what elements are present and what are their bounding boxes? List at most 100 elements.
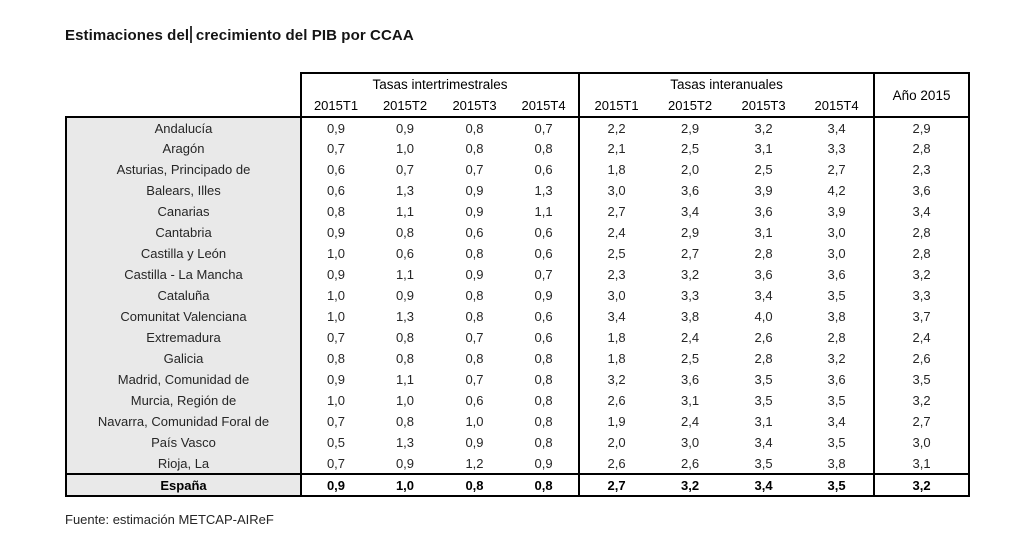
quarter-header-yoy-t4: 2015T4 — [800, 95, 876, 118]
qoq-value-cell: 0,9 — [395, 288, 415, 303]
qoq-value-cell: 0,8 — [465, 288, 484, 303]
year-header: Año 2015 — [873, 72, 971, 118]
yoy-value-cell: 3,8 — [800, 453, 876, 474]
region-name-cell: Balears, Illes — [65, 180, 302, 201]
quarter-header-yoy-t3: 2015T3 — [727, 95, 801, 118]
yoy-value-cell: 3,5 — [754, 393, 773, 408]
yoy-value-cell: 2,3 — [607, 267, 626, 282]
yoy-value-cell: 2,0 — [607, 435, 626, 450]
yoy-value-cell: 3,5 — [800, 390, 876, 411]
qoq-value-cell: 1,0 — [326, 309, 346, 324]
region-name-cell: Extremadura — [65, 327, 302, 348]
qoq-value-cell: 0,8 — [509, 138, 581, 159]
yoy-value-cell: 3,9 — [800, 201, 876, 222]
qoq-value-cell: 1,1 — [509, 201, 581, 222]
qoq-value-cell: 0,8 — [395, 330, 415, 345]
qoq-value-cell: 0,6 — [326, 162, 346, 177]
quarter-header-qoq-t3: 2015T3 — [440, 95, 509, 118]
qoq-value-cell: 0,7 — [326, 330, 346, 345]
qoq-value-cell: 0,5 — [326, 435, 346, 450]
table-row: Murcia, Región de 1,0 1,0 0,6 0,8 2,6 3,1 3,5 3,… — [65, 390, 971, 411]
yoy-value-cell: 3,5 — [754, 372, 773, 387]
table-body: Andalucía 0,9 0,9 0,8 0,7 2,2 2,9 3,2 3,4 2,9 Arag… — [65, 116, 971, 497]
region-name-cell: Galicia — [65, 348, 302, 369]
qoq-value-cell: 0,6 — [509, 327, 581, 348]
year-value-cell: 3,2 — [874, 390, 971, 411]
qoq-value-cell: 0,9 — [395, 455, 415, 471]
region-name-cell: Castilla - La Mancha — [65, 264, 302, 285]
yoy-value-cell: 2,8 — [754, 351, 773, 366]
quarter-header-row: 2015T1 2015T2 2015T3 2015T4 2015T1 2015T… — [66, 95, 969, 118]
qoq-value-cell: 0,9 — [326, 225, 346, 240]
gdp-table: Tasas intertrimestrales Tasas interanual… — [65, 72, 971, 497]
year-value-cell: 2,8 — [874, 243, 971, 264]
yoy-value-cell: 2,7 — [607, 204, 626, 219]
yoy-value-cell: 4,2 — [800, 180, 876, 201]
header-empty-cell — [66, 95, 301, 117]
yoy-value-cell: 1,9 — [607, 414, 626, 429]
yoy-value-cell: 2,9 — [681, 225, 700, 240]
quarter-header-yoy-t2: 2015T2 — [653, 95, 728, 118]
yoy-value-cell: 3,1 — [754, 225, 773, 240]
year-value-cell: 2,4 — [874, 327, 971, 348]
yoy-value-cell: 3,6 — [754, 204, 773, 219]
qoq-value-cell: 0,8 — [440, 116, 509, 138]
qoq-value-cell: 0,8 — [395, 351, 415, 366]
group-header-interanuales: Tasas interanuales — [579, 72, 876, 95]
yoy-value-cell: 2,6 — [607, 455, 626, 471]
qoq-value-cell: 1,0 — [326, 288, 346, 303]
qoq-value-cell: 0,9 — [301, 473, 370, 497]
yoy-value-cell: 2,7 — [681, 246, 700, 261]
qoq-value-cell: 0,6 — [465, 393, 484, 408]
qoq-value-cell: 0,6 — [326, 183, 346, 198]
yoy-value-cell: 3,4 — [727, 473, 801, 497]
qoq-value-cell: 0,8 — [465, 351, 484, 366]
qoq-value-cell: 1,2 — [465, 455, 484, 471]
region-name-cell: Cataluña — [65, 285, 302, 306]
region-name-cell: Andalucía — [65, 116, 302, 138]
yoy-value-cell: 2,5 — [607, 246, 626, 261]
yoy-value-cell: 3,6 — [681, 183, 700, 198]
qoq-value-cell: 0,6 — [509, 306, 581, 327]
yoy-value-cell: 3,6 — [800, 264, 876, 285]
yoy-value-cell: 3,5 — [754, 455, 773, 471]
source-note: Fuente: estimación METCAP-AIReF — [65, 512, 274, 527]
qoq-value-cell: 1,3 — [509, 180, 581, 201]
yoy-value-cell: 3,0 — [800, 243, 876, 264]
qoq-value-cell: 0,9 — [370, 116, 440, 138]
qoq-value-cell: 0,7 — [326, 455, 346, 471]
yoy-value-cell: 3,2 — [681, 267, 700, 282]
yoy-value-cell: 3,6 — [800, 369, 876, 390]
yoy-value-cell: 3,0 — [607, 183, 626, 198]
yoy-value-cell: 2,5 — [754, 162, 773, 177]
yoy-value-cell: 2,8 — [800, 327, 876, 348]
qoq-value-cell: 0,8 — [465, 309, 484, 324]
header-empty-cell — [66, 73, 301, 95]
qoq-value-cell: 0,6 — [395, 246, 415, 261]
group-header-intertrimestrales: Tasas intertrimestrales — [299, 72, 581, 95]
yoy-value-cell: 3,6 — [754, 267, 773, 282]
qoq-value-cell: 0,8 — [465, 141, 484, 156]
qoq-value-cell: 0,7 — [465, 162, 484, 177]
yoy-value-cell: 2,6 — [607, 393, 626, 408]
year-value-cell: 3,7 — [874, 306, 971, 327]
table-row: Cataluña 1,0 0,9 0,8 0,9 3,0 3,3 3,4 3,5 3,3 — [65, 285, 971, 306]
year-value-cell: 2,7 — [874, 411, 971, 432]
yoy-value-cell: 3,5 — [800, 432, 876, 453]
qoq-value-cell: 1,3 — [395, 435, 415, 450]
yoy-value-cell: 3,4 — [800, 411, 876, 432]
group-header-row: Tasas intertrimestrales Tasas interanual… — [66, 72, 971, 118]
yoy-value-cell: 3,8 — [800, 306, 876, 327]
yoy-value-cell: 2,1 — [607, 141, 626, 156]
region-name-cell: Castilla y León — [65, 243, 302, 264]
table-row: Castilla y León 1,0 0,6 0,8 0,6 2,5 2,7 2,8 3,0 2… — [65, 243, 971, 264]
qoq-value-cell: 1,3 — [395, 309, 415, 324]
year-value-cell: 3,2 — [874, 473, 971, 497]
qoq-value-cell: 0,8 — [440, 473, 509, 497]
region-name-cell: Comunitat Valenciana — [65, 306, 302, 327]
year-value-cell: 3,5 — [874, 369, 971, 390]
yoy-value-cell: 3,8 — [681, 309, 700, 324]
qoq-value-cell: 0,9 — [509, 285, 581, 306]
region-name-cell: Murcia, Región de — [65, 390, 302, 411]
